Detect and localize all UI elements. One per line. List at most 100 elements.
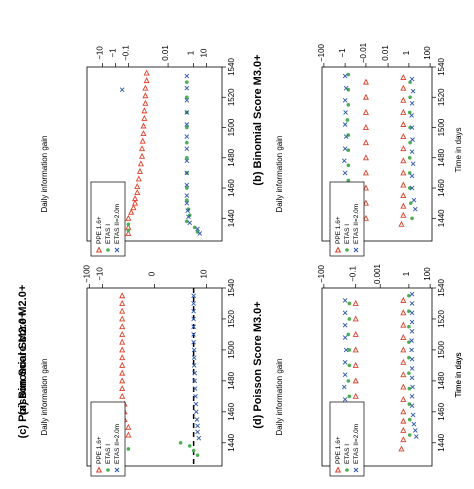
data-point-etas-ii	[186, 214, 191, 220]
legend-label: ETAS I	[344, 444, 351, 464]
data-point-etas-i	[346, 379, 351, 383]
data-point-etas-ii	[409, 76, 415, 82]
y-tick-label: −10	[95, 267, 104, 281]
x-tick-label: 1440	[227, 209, 236, 227]
x-tick-label: 1500	[227, 118, 236, 136]
data-point-etas-ii	[412, 206, 418, 212]
data-point-etas-i	[407, 386, 412, 391]
data-point-etas-ii	[184, 73, 190, 79]
data-point-etas-ii	[343, 347, 349, 353]
data-point-ppe	[134, 189, 141, 196]
data-point-ppe	[352, 299, 359, 306]
x-tick-label: 1480	[437, 148, 446, 166]
data-point-etas-ii	[410, 88, 416, 94]
y-tick-label: 10	[200, 269, 209, 278]
data-point-ppe	[400, 395, 407, 402]
legend-label: ETAS II=2.0m	[114, 424, 121, 464]
legend-label: ETAS I	[105, 444, 112, 464]
y-axis-label: Daily information gain	[275, 359, 284, 436]
data-point-etas-ii	[191, 355, 197, 360]
data-point-etas-i	[407, 402, 412, 406]
data-point-ppe	[400, 192, 407, 199]
legend-box	[329, 401, 365, 477]
data-point-etas-ii	[184, 134, 190, 139]
data-point-etas-i	[347, 394, 352, 399]
data-point-etas-i	[346, 163, 351, 168]
data-point-etas-ii	[342, 322, 348, 328]
data-point-ppe	[119, 361, 126, 368]
data-point-ppe	[132, 199, 139, 206]
panel-title: (b) Binomial Score M3.0+	[252, 54, 264, 185]
data-point-ppe	[141, 107, 148, 114]
x-tick-label: 1540	[227, 58, 236, 76]
data-point-ppe	[119, 338, 126, 345]
data-point-etas-i	[408, 95, 412, 100]
data-point-ppe	[400, 74, 407, 81]
y-tick-label: −10	[95, 46, 104, 60]
data-point-etas-ii	[342, 359, 348, 365]
y-tick-label: −0.1	[121, 45, 130, 61]
data-point-ppe	[352, 346, 359, 353]
data-point-ppe	[400, 417, 407, 424]
data-point-ppe	[400, 157, 407, 164]
data-point-etas-ii	[342, 335, 348, 340]
data-point-etas-i	[346, 87, 351, 92]
data-point-ppe	[400, 321, 407, 328]
y-tick-label: −100	[317, 264, 326, 283]
data-point-ppe	[400, 358, 407, 365]
data-point-ppe	[400, 436, 407, 443]
data-point-etas-i	[407, 355, 411, 360]
data-point-ppe	[400, 108, 407, 115]
data-point-etas-i	[347, 317, 352, 321]
y-tick-label: −100	[82, 264, 91, 283]
panel-title: (c) Poisson Score M2.0+	[17, 312, 29, 439]
data-point-etas-ii	[409, 310, 415, 316]
data-point-etas-ii	[191, 332, 196, 337]
data-point-ppe	[362, 169, 369, 176]
data-point-ppe	[140, 130, 147, 137]
data-point-ppe	[398, 445, 405, 452]
legend-marker	[106, 248, 110, 252]
data-point-etas-ii	[409, 394, 415, 399]
data-point-etas-i	[407, 340, 411, 344]
data-point-etas-ii	[409, 149, 415, 155]
data-point-etas-ii	[194, 417, 200, 422]
legend-box	[90, 181, 126, 257]
data-point-ppe	[125, 423, 132, 430]
data-point-ppe	[119, 354, 126, 361]
data-point-etas-ii	[411, 421, 417, 427]
data-point-etas-i	[407, 110, 412, 115]
data-point-etas-ii	[409, 301, 415, 306]
data-point-ppe	[135, 175, 142, 182]
data-point-ppe	[400, 346, 407, 353]
data-point-etas-i	[407, 417, 412, 422]
data-point-ppe	[400, 169, 407, 176]
data-point-etas-ii	[197, 231, 203, 236]
data-point-etas-ii	[410, 384, 415, 390]
data-point-ppe	[139, 137, 146, 144]
data-point-etas-i	[191, 448, 196, 453]
data-point-ppe	[352, 392, 359, 399]
legend-marker	[106, 468, 110, 472]
data-point-ppe	[352, 330, 359, 337]
data-point-ppe	[362, 124, 369, 130]
data-point-ppe	[140, 122, 147, 129]
data-point-etas-ii	[187, 220, 193, 226]
data-point-etas-ii	[193, 401, 199, 407]
y-tick-label: 10	[200, 48, 209, 57]
data-point-etas-i	[185, 95, 189, 100]
data-point-etas-ii	[342, 298, 348, 303]
data-point-ppe	[400, 84, 407, 91]
legend-label: PPE 1.6+	[335, 216, 342, 244]
data-point-ppe	[352, 377, 359, 384]
data-point-ppe	[119, 346, 126, 353]
data-point-etas-i	[407, 324, 411, 329]
data-point-ppe	[400, 133, 407, 140]
data-point-ppe	[139, 145, 146, 152]
data-point-ppe	[362, 93, 369, 100]
y-axis-label: Daily information gain	[275, 136, 284, 213]
data-point-etas-ii	[191, 301, 196, 306]
data-point-etas-i	[407, 371, 411, 375]
legend-marker	[95, 466, 103, 473]
